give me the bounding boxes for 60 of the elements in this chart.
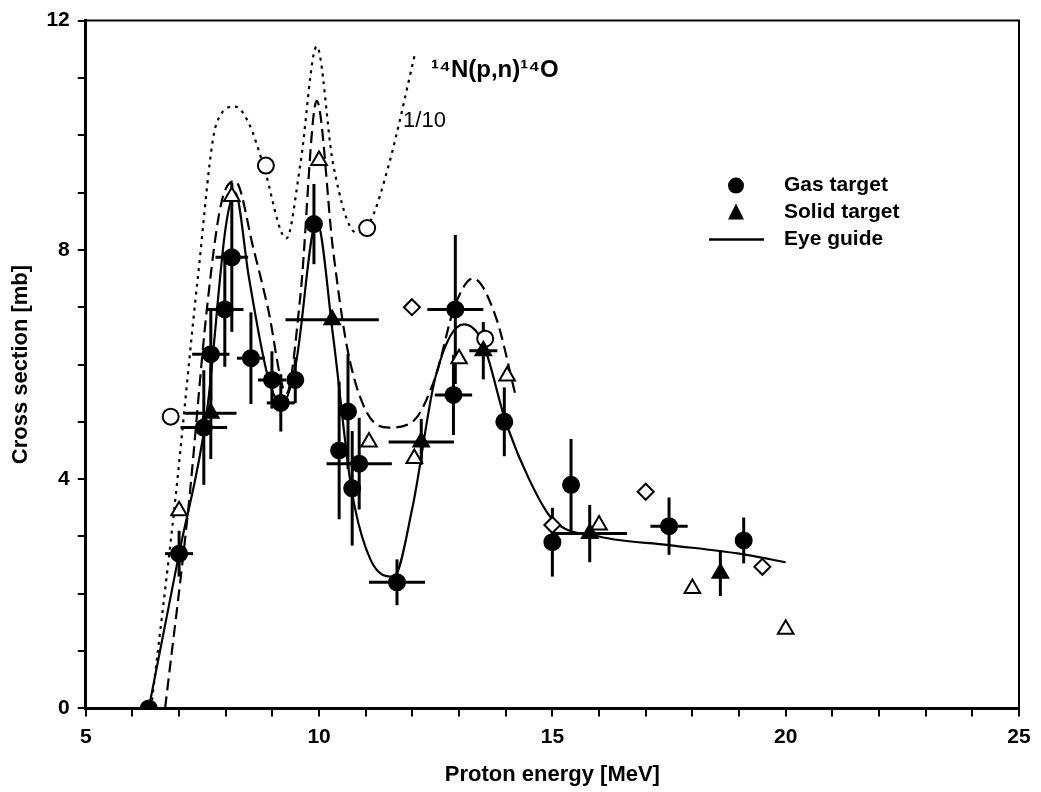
point <box>222 248 241 267</box>
point <box>543 533 562 552</box>
point <box>387 573 406 592</box>
point <box>776 619 795 635</box>
x-axis-title: Proton energy [MeV] <box>444 760 660 786</box>
point <box>358 219 377 238</box>
x-tick-label: 25 <box>1007 723 1031 747</box>
y-tick-label: 0 <box>58 695 70 719</box>
point <box>262 370 281 389</box>
point <box>543 515 562 534</box>
point <box>412 431 431 448</box>
x-tick-label: 10 <box>307 723 331 747</box>
point <box>350 454 369 473</box>
point <box>753 557 772 576</box>
point <box>241 349 260 368</box>
y-tick-label: 8 <box>58 236 71 260</box>
point <box>223 186 241 203</box>
point <box>286 370 305 389</box>
annotation: 1/10 <box>403 106 446 132</box>
point <box>402 298 421 317</box>
point <box>580 523 599 540</box>
y-tick-label: 4 <box>58 465 71 489</box>
legend-label: Gas target <box>784 172 888 196</box>
point <box>590 514 608 531</box>
point <box>339 402 357 421</box>
annotation: ¹⁴N(p,n)¹⁴O <box>431 55 559 83</box>
point <box>495 412 514 431</box>
legend-label: Solid target <box>784 199 900 223</box>
point <box>170 544 189 563</box>
point <box>170 500 188 517</box>
point <box>498 365 516 382</box>
y-tick-label: 12 <box>46 7 70 31</box>
point <box>194 418 213 437</box>
point <box>202 403 220 419</box>
point <box>201 345 220 364</box>
point <box>323 309 341 326</box>
x-tick-label: 15 <box>540 723 565 747</box>
point <box>271 393 290 412</box>
point <box>330 441 349 460</box>
point <box>450 348 468 365</box>
point <box>660 517 679 536</box>
point <box>405 448 424 464</box>
point <box>304 215 323 234</box>
legend-label: Eye guide <box>784 226 884 250</box>
point <box>734 531 753 550</box>
point <box>711 563 730 579</box>
point <box>446 300 465 319</box>
x-tick-label: 20 <box>774 723 798 747</box>
point <box>562 475 581 494</box>
point <box>474 340 493 357</box>
point <box>215 300 234 319</box>
point <box>444 385 463 404</box>
y-axis-title: Cross section [mb] <box>7 264 33 465</box>
point <box>636 482 655 501</box>
point <box>360 431 378 448</box>
point <box>161 407 180 426</box>
point <box>683 578 702 595</box>
point <box>256 156 275 175</box>
x-tick-label: 5 <box>79 723 92 747</box>
point <box>343 479 362 498</box>
